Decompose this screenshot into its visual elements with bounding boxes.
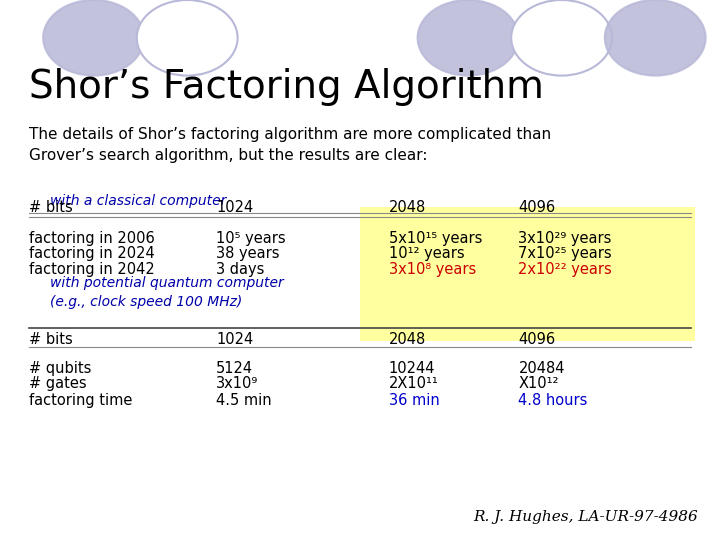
- Text: 10⁵ years: 10⁵ years: [216, 231, 286, 246]
- Text: 4.8 hours: 4.8 hours: [518, 393, 588, 408]
- Text: 5124: 5124: [216, 361, 253, 376]
- Text: 4096: 4096: [518, 332, 556, 347]
- Text: # qubits: # qubits: [29, 361, 91, 376]
- Text: factoring time: factoring time: [29, 393, 132, 408]
- Text: factoring in 2042: factoring in 2042: [29, 262, 155, 278]
- Text: 7x10²⁵ years: 7x10²⁵ years: [518, 246, 612, 261]
- Text: 1024: 1024: [216, 332, 253, 347]
- Text: 4.5 min: 4.5 min: [216, 393, 271, 408]
- Text: 3x10⁸ years: 3x10⁸ years: [389, 262, 476, 278]
- Text: 3x10²⁹ years: 3x10²⁹ years: [518, 231, 612, 246]
- Circle shape: [605, 0, 706, 76]
- Circle shape: [511, 0, 612, 76]
- Text: with a classical computer: with a classical computer: [50, 194, 227, 208]
- Text: R. J. Hughes, LA-UR-97-4986: R. J. Hughes, LA-UR-97-4986: [474, 510, 698, 524]
- Text: 3x10⁹: 3x10⁹: [216, 376, 258, 391]
- Text: 5x10¹⁵ years: 5x10¹⁵ years: [389, 231, 482, 246]
- Circle shape: [418, 0, 518, 76]
- Text: 20484: 20484: [518, 361, 565, 376]
- Text: Shor’s Factoring Algorithm: Shor’s Factoring Algorithm: [29, 68, 544, 105]
- Text: # bits: # bits: [29, 332, 73, 347]
- Text: 2x10²² years: 2x10²² years: [518, 262, 612, 278]
- Text: 10¹² years: 10¹² years: [389, 246, 464, 261]
- Circle shape: [43, 0, 144, 76]
- Text: 1024: 1024: [216, 200, 253, 215]
- Text: The details of Shor’s factoring algorithm are more complicated than
Grover’s sea: The details of Shor’s factoring algorith…: [29, 127, 551, 163]
- Text: 2048: 2048: [389, 200, 426, 215]
- Text: 4096: 4096: [518, 200, 556, 215]
- Text: # bits: # bits: [29, 200, 73, 215]
- Text: factoring in 2006: factoring in 2006: [29, 231, 155, 246]
- Text: 3 days: 3 days: [216, 262, 264, 278]
- Text: 38 years: 38 years: [216, 246, 279, 261]
- Circle shape: [137, 0, 238, 76]
- Text: # gates: # gates: [29, 376, 86, 391]
- Text: 2X10¹¹: 2X10¹¹: [389, 376, 438, 391]
- Text: with potential quantum computer
(e.g., clock speed 100 MHz): with potential quantum computer (e.g., c…: [50, 276, 284, 309]
- Text: 36 min: 36 min: [389, 393, 439, 408]
- Text: factoring in 2024: factoring in 2024: [29, 246, 155, 261]
- FancyBboxPatch shape: [360, 207, 695, 341]
- Text: X10¹²: X10¹²: [518, 376, 559, 391]
- Text: 2048: 2048: [389, 332, 426, 347]
- Text: 10244: 10244: [389, 361, 436, 376]
